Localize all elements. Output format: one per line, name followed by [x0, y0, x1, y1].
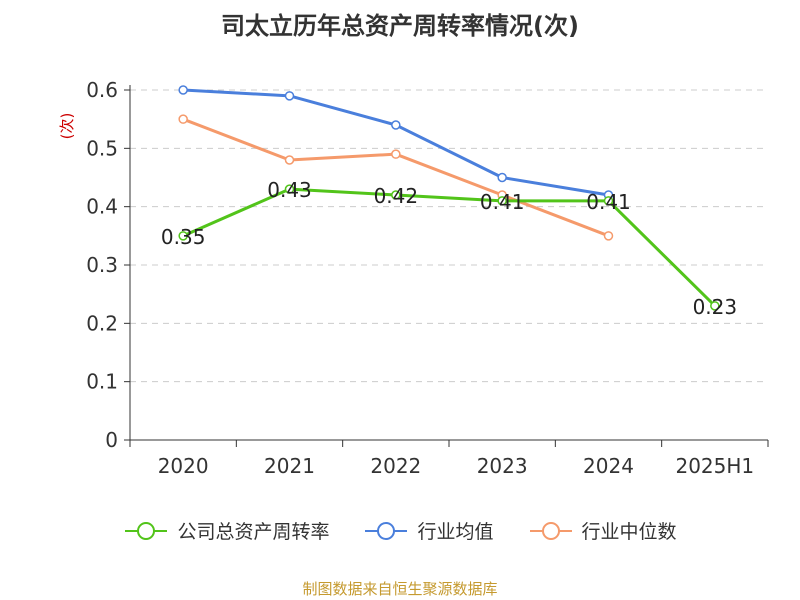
legend: 公司总资产周转率 行业均值 行业中位数 — [0, 517, 800, 544]
data-point-0 — [497, 196, 507, 206]
data-source-note: 制图数据来自恒生聚源数据库 — [302, 580, 498, 598]
legend-item-industry-median[interactable]: 行业中位数 — [528, 517, 677, 544]
legend-label-industry-mean: 行业均值 — [417, 521, 494, 543]
data-label: 0.43 — [267, 178, 312, 202]
data-point-2 — [284, 155, 295, 165]
legend-item-industry-mean[interactable]: 行业均值 — [363, 517, 494, 544]
x-tick-label: 2022 — [370, 454, 421, 478]
data-label: 0.42 — [374, 184, 419, 208]
series-line-2 — [182, 117, 610, 238]
x-tick-label: 2020 — [158, 454, 209, 478]
data-point-1 — [178, 85, 188, 95]
data-point-0 — [603, 196, 614, 206]
y-tick-label: 0 — [105, 428, 118, 452]
y-tick-label: 0.6 — [86, 78, 118, 102]
data-point-1 — [497, 172, 507, 183]
y-tick-label: 0.4 — [86, 195, 118, 219]
data-point-0 — [710, 301, 720, 311]
y-axis-label: (次) — [58, 113, 76, 140]
legend-item-company[interactable]: 公司总资产周转率 — [123, 517, 329, 544]
x-tick-label: 2024 — [583, 454, 634, 478]
series-line-0 — [182, 187, 716, 307]
chart-title: 司太立历年总资产周转率情况(次) — [221, 12, 579, 40]
data-point-2 — [391, 149, 401, 159]
y-tick-label: 0.1 — [86, 370, 118, 394]
y-tick-label: 0.5 — [86, 136, 118, 160]
y-tick-label: 0.3 — [86, 253, 118, 277]
data-point-2 — [603, 231, 614, 241]
x-tick-label: 2023 — [477, 454, 528, 478]
data-point-1 — [284, 91, 295, 101]
data-label: 0.23 — [693, 295, 738, 319]
y-tick-label: 0.2 — [86, 311, 118, 335]
data-point-2 — [178, 114, 188, 124]
data-point-0 — [284, 184, 295, 194]
legend-swatch-company — [125, 521, 168, 540]
legend-label-company: 公司总资产周转率 — [177, 521, 330, 543]
data-point-0 — [178, 231, 188, 241]
x-tick-label: 2021 — [264, 454, 315, 478]
legend-label-industry-median: 行业中位数 — [581, 521, 677, 543]
data-label: 0.35 — [161, 225, 206, 249]
data-label: 0.41 — [480, 190, 525, 214]
x-tick-label: 2025H1 — [675, 454, 754, 478]
data-point-0 — [391, 190, 401, 200]
data-label: 0.41 — [586, 190, 631, 214]
legend-swatch-industry-mean — [365, 521, 408, 540]
data-point-1 — [391, 120, 401, 130]
legend-swatch-industry-median — [529, 521, 572, 540]
